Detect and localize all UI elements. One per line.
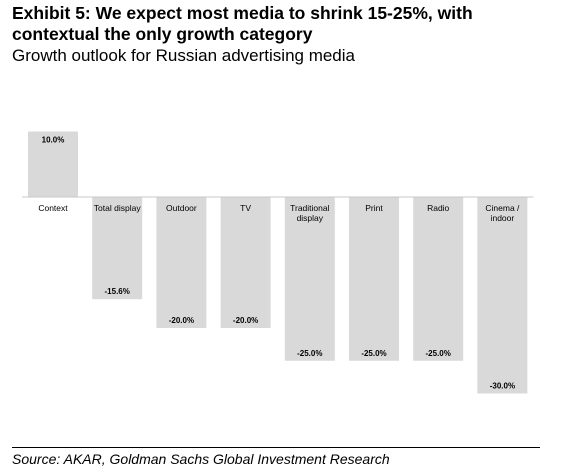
category-label-5-line-2: display [297,213,324,223]
category-label-4: TV [240,203,251,213]
bar-2 [92,197,143,300]
bar-4 [220,197,271,328]
bar-6 [349,197,399,361]
bar-8 [477,197,528,394]
bar-5 [284,197,335,361]
data-label-6: -25.0% [361,349,386,358]
exhibit-title-line-1: Exhibit 5: We expect most media to shrin… [12,3,473,23]
category-label-6: Print [365,203,383,213]
source-note: Source: AKAR, Goldman Sachs Global Inves… [12,451,390,467]
category-label-7: Radio [427,203,449,213]
bar-1 [28,131,78,197]
data-label-7: -25.0% [426,349,451,358]
bar-7 [413,197,464,361]
category-label-8-line-2: indoor [491,213,515,223]
footer-rule [12,447,540,448]
data-label-2: -15.6% [105,287,130,296]
category-label-5: Traditional [290,203,329,213]
exhibit-title-line-2: contextual the only growth category [12,24,313,44]
chart-subtitle: Growth outlook for Russian advertising m… [12,46,355,65]
data-label-5: -25.0% [297,349,322,358]
data-label-4: -20.0% [233,316,258,325]
category-label-2: Total display [94,203,142,213]
data-label-8: -30.0% [490,382,515,391]
data-label-3: -20.0% [169,316,194,325]
category-label-8: Cinema / [485,203,520,213]
category-label-3: Outdoor [166,203,197,213]
bar-3 [156,197,207,328]
data-label-1: 10.0% [42,136,65,145]
category-label-1: Context [38,203,68,213]
chart-header: Exhibit 5: We expect most media to shrin… [12,3,552,66]
